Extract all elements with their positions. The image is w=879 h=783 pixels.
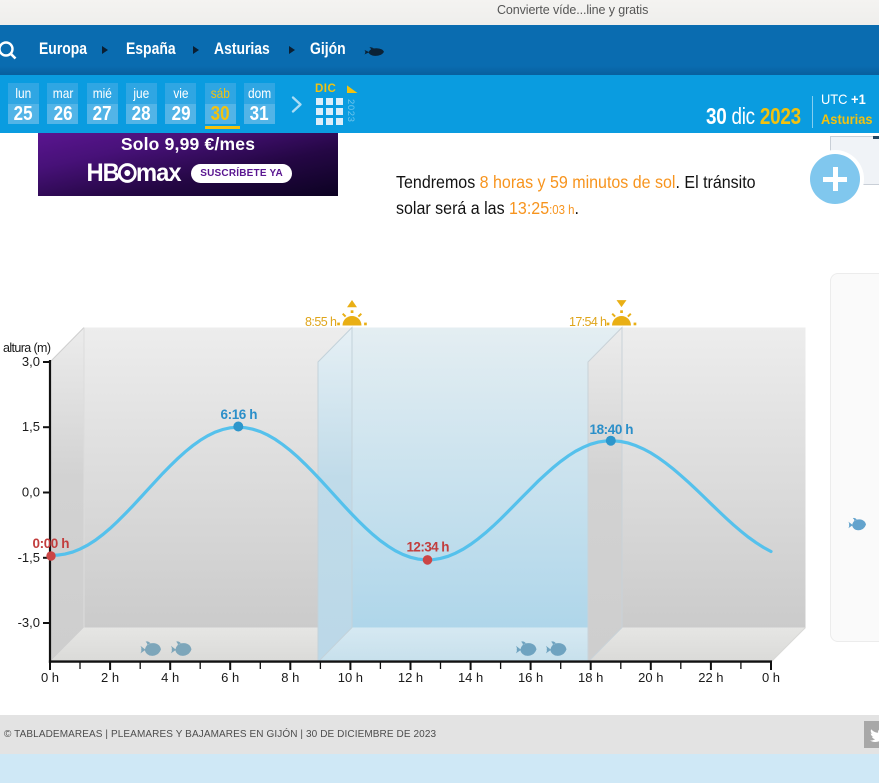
svg-text:1,5: 1,5 bbox=[22, 419, 40, 434]
svg-text:14 h: 14 h bbox=[458, 670, 483, 685]
svg-text:0:00 h: 0:00 h bbox=[33, 536, 70, 551]
svg-text:8:55 h: 8:55 h bbox=[305, 315, 337, 329]
svg-text:16 h: 16 h bbox=[518, 670, 543, 685]
svg-text:altura (m): altura (m) bbox=[3, 341, 51, 355]
svg-text:22 h: 22 h bbox=[698, 670, 723, 685]
svg-text:-1,5: -1,5 bbox=[18, 550, 40, 565]
svg-text:3,0: 3,0 bbox=[22, 354, 40, 369]
svg-text:2 h: 2 h bbox=[101, 670, 119, 685]
svg-text:20 h: 20 h bbox=[638, 670, 663, 685]
svg-text:17:54 h: 17:54 h bbox=[569, 315, 607, 329]
svg-text:10 h: 10 h bbox=[338, 670, 363, 685]
svg-text:18:40 h: 18:40 h bbox=[590, 422, 634, 437]
svg-text:0 h: 0 h bbox=[762, 670, 780, 685]
svg-text:-3,0: -3,0 bbox=[18, 615, 40, 630]
svg-text:18 h: 18 h bbox=[578, 670, 603, 685]
svg-text:8 h: 8 h bbox=[281, 670, 299, 685]
svg-text:12 h: 12 h bbox=[398, 670, 423, 685]
svg-text:0 h: 0 h bbox=[41, 670, 59, 685]
svg-text:4 h: 4 h bbox=[161, 670, 179, 685]
svg-text:6:16 h: 6:16 h bbox=[221, 407, 258, 422]
svg-text:0,0: 0,0 bbox=[22, 485, 40, 500]
svg-text:12:34 h: 12:34 h bbox=[407, 540, 450, 555]
svg-text:6 h: 6 h bbox=[221, 670, 239, 685]
